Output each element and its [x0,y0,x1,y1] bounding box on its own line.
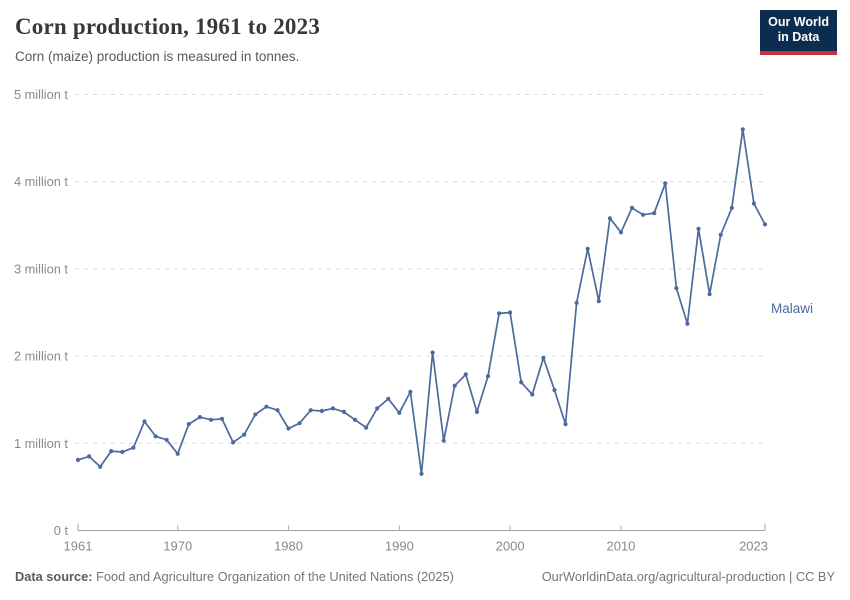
y-tick-label: 4 million t [14,174,68,189]
line-chart: 0 t 1 million t 2 million t 3 million t 4 mi… [14,87,768,554]
data-point [286,426,291,431]
data-point [98,464,103,469]
data-point [685,321,690,326]
logo-line-1: Our World [768,15,829,29]
data-point [729,205,734,210]
data-point [563,422,568,427]
data-point [641,212,646,217]
data-point [430,350,435,355]
chart-header: Corn production, 1961 to 2023 Corn (maiz… [15,14,750,64]
data-source-text: Food and Agriculture Organization of the… [92,569,454,584]
y-tick-label: 3 million t [14,261,68,276]
x-tick-label: 2023 [739,539,768,554]
data-point [497,311,502,316]
data-point [231,440,236,445]
data-point [208,417,214,422]
data-point [519,380,524,385]
x-tick-label: 2010 [606,539,635,554]
data-point [142,419,147,424]
data-point [508,310,513,315]
data-point [87,454,92,459]
data-point [375,406,380,411]
data-point [707,292,712,297]
data-point [164,437,169,442]
y-tick-label: 2 million t [14,349,68,364]
x-tick-label: 1980 [274,539,303,554]
data-point [485,374,491,379]
data-point [319,408,324,414]
x-tick-label: 1961 [64,539,93,554]
chart-subtitle: Corn (maize) production is measured in t… [15,49,300,64]
data-point [474,409,479,414]
chart-area: 0 t 1 million t 2 million t 3 million t 4 mi… [0,85,850,560]
data-point [552,388,557,393]
y-tick-label: 0 t [54,523,69,538]
entity-label: Malawi [771,301,814,317]
data-point [618,230,624,235]
data-point [341,409,346,414]
data-point [762,222,768,227]
logo-red-bar [760,51,837,55]
data-point [330,406,335,411]
data-point [541,355,546,360]
data-source-label: Data source: [15,569,93,584]
chart-footer: Data source: Food and Agriculture Organi… [15,569,835,584]
data-point [397,410,402,415]
data-point [153,434,158,439]
data-point [120,449,125,455]
data-point [674,286,679,291]
data-point [629,205,635,210]
x-tick-label: 1970 [163,539,192,554]
data-point [452,383,457,388]
data-point [740,127,745,132]
x-tick-label: 1990 [385,539,414,554]
data-point [264,404,269,409]
data-point [441,438,446,443]
footer-link: OurWorldinData.org/agricultural-producti… [541,569,835,584]
data-point [253,412,258,417]
data-point [419,471,424,476]
data-point [352,417,358,422]
x-tick-label: 2000 [496,539,525,554]
data-point [75,457,81,462]
data-point [596,299,601,304]
data-point [308,408,313,413]
data-source: Data source: Food and Agriculture Organi… [15,569,454,584]
data-point [109,449,114,454]
data-point [219,416,225,421]
data-point [297,421,302,426]
page-title: Corn production, 1961 to 2023 [15,14,321,39]
owid-logo: Our World in Data [760,10,837,55]
y-tick-label: 1 million t [14,436,68,451]
data-point [718,232,723,237]
data-point [408,389,413,394]
data-point [197,415,202,420]
data-point [131,445,136,450]
data-point [663,181,668,186]
data-point [607,216,613,221]
data-point [751,201,757,206]
data-point [364,425,369,430]
data-point [275,408,280,413]
data-point [574,300,579,305]
data-point [175,451,180,456]
data-point [386,396,391,401]
data-point [186,422,191,427]
data-point [652,211,657,216]
data-point [530,392,535,397]
series-line-malawi [77,128,766,475]
data-point [463,372,468,377]
y-tick-label: 5 million t [14,87,68,102]
data-point [696,226,701,231]
logo-line-2: in Data [777,30,820,44]
data-point [585,246,590,251]
data-point [242,432,247,437]
